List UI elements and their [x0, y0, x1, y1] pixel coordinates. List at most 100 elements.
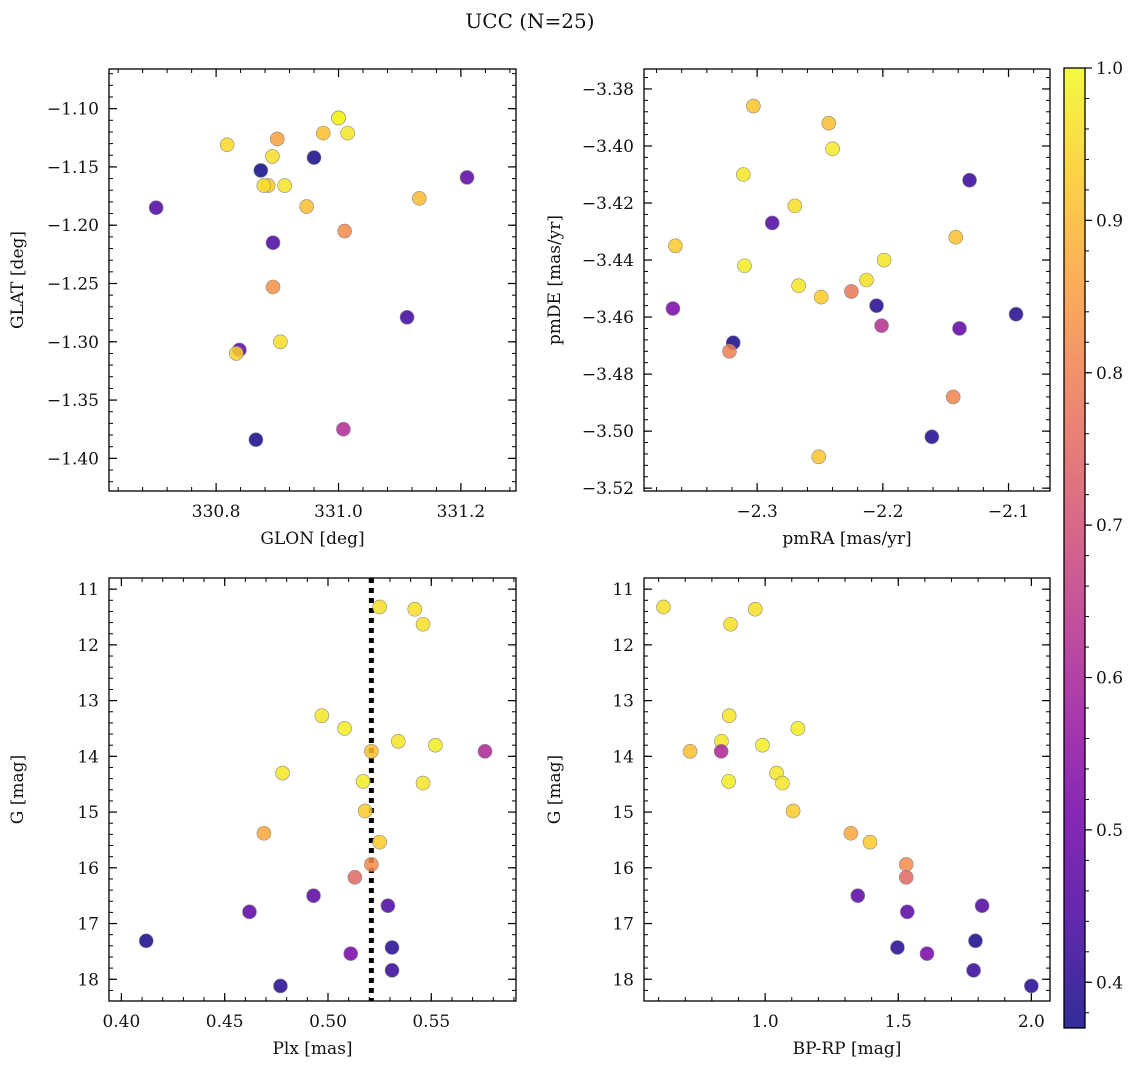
scatter-point	[138, 933, 154, 949]
x-axis-label: GLON [deg]	[260, 529, 364, 549]
axes-frame	[643, 577, 1051, 1002]
scatter-point	[357, 803, 373, 819]
scatter-point	[270, 131, 285, 147]
scatter-point	[859, 272, 874, 288]
scatter-points	[656, 599, 1039, 994]
scatter-point	[273, 978, 288, 994]
colorbar-tick-label: 0.6	[1096, 669, 1123, 689]
scatter-point	[275, 765, 290, 781]
x-tick-label: 0.50	[309, 1012, 347, 1032]
y-tick-label: 15	[612, 803, 634, 823]
scatter-point	[265, 149, 280, 164]
x-tick-label: 2.0	[1018, 1012, 1045, 1032]
y-tick-label: 18	[77, 970, 99, 990]
scatter-point	[256, 825, 272, 841]
x-tick-label: −2.3	[736, 502, 777, 522]
y-axis-label: G [mag]	[545, 755, 565, 824]
scatter-point	[1024, 978, 1039, 994]
scatter-point	[273, 334, 288, 350]
colorbar-tick-label: 0.8	[1096, 364, 1123, 384]
colorbar: 0.4 0.5 0.6 0.7 0.8 0.9 1.0	[1063, 59, 1123, 1029]
x-tick-label: 331.2	[437, 502, 486, 522]
scatter-point	[1008, 306, 1024, 322]
scatter-point	[919, 946, 935, 961]
scatter-point	[384, 940, 400, 955]
scatter-point	[253, 163, 269, 178]
scatter-point	[737, 258, 752, 274]
y-tick-label: 12	[612, 636, 634, 656]
y-tick-label: 11	[77, 580, 99, 600]
scatter-point	[411, 191, 427, 206]
colorbar-tick-label: 0.5	[1096, 821, 1123, 841]
panel-glon-glat: 330.8 331.0 331.2 −1.40 −1.35 −1.30 −1.25 −1.20…	[8, 68, 517, 549]
y-tick-label: 14	[612, 747, 634, 767]
scatter-point	[315, 125, 331, 141]
y-tick-label: 13	[77, 692, 99, 712]
scatter-point	[775, 775, 790, 791]
scatter-point	[219, 137, 235, 153]
x-tick-label: 0.40	[102, 1012, 140, 1032]
scatter-point	[900, 904, 915, 920]
scatter-point	[890, 940, 905, 955]
x-axis-label: Plx [mas]	[272, 1039, 352, 1059]
scatter-point	[898, 857, 914, 872]
y-tick-label: −3.50	[582, 422, 634, 442]
scatter-point	[656, 599, 671, 615]
scatter-point	[945, 389, 961, 405]
x-tick-label: −2.1	[988, 502, 1029, 522]
colorbar-tick-label: 0.4	[1096, 973, 1123, 993]
scatter-point	[869, 298, 884, 313]
y-tick-label: −1.35	[47, 391, 99, 411]
scatter-point	[384, 963, 400, 978]
scatter-point	[821, 115, 837, 131]
y-tick-label: 18	[612, 970, 634, 990]
scatter-point	[968, 933, 983, 949]
scatter-point	[952, 321, 967, 336]
scatter-point	[785, 803, 801, 819]
scatter-point	[407, 601, 423, 617]
scatter-point	[974, 898, 990, 913]
y-tick-label: −3.42	[582, 194, 634, 214]
scatter-point	[665, 301, 681, 316]
panels: 330.8 331.0 331.2 −1.40 −1.35 −1.30 −1.25 −1.20…	[8, 68, 1051, 1059]
scatter-point	[415, 775, 431, 791]
scatter-point	[813, 289, 829, 305]
scatter-point	[347, 869, 363, 885]
scatter-point	[876, 252, 892, 268]
scatter-point	[825, 141, 840, 157]
y-tick-label: −1.30	[47, 333, 99, 353]
scatter-point	[248, 432, 264, 448]
scatter-point	[265, 235, 281, 250]
y-tick-label: 13	[612, 692, 634, 712]
scatter-point	[372, 834, 387, 850]
scatter-point	[862, 834, 878, 850]
scatter-point	[668, 238, 683, 254]
y-tick-label: −1.40	[47, 449, 99, 469]
x-tick-label: 331.0	[314, 502, 363, 522]
scatter-point	[355, 774, 371, 789]
colorbar-tick-label: 0.7	[1096, 516, 1123, 536]
scatter-point	[380, 898, 396, 913]
y-axis-label: pmDE [mas/yr]	[545, 215, 565, 345]
x-tick-label: 0.45	[206, 1012, 244, 1032]
scatter-point	[747, 601, 763, 617]
scatter-point	[364, 857, 379, 872]
scatter-points	[138, 599, 493, 994]
scatter-point	[746, 98, 761, 114]
scatter-point	[337, 721, 352, 736]
y-tick-label: 16	[77, 859, 99, 879]
y-tick-label: 17	[612, 915, 634, 935]
scatter-point	[277, 178, 292, 193]
scatter-point	[722, 343, 737, 359]
scatter-point	[314, 708, 330, 723]
y-tick-label: −3.40	[582, 137, 634, 157]
scatter-point	[962, 172, 977, 188]
scatter-point	[736, 167, 751, 182]
scatter-point	[343, 946, 359, 961]
scatter-point	[242, 904, 257, 920]
axes-frame	[108, 68, 517, 492]
scatter-point	[713, 744, 729, 759]
scatter-point	[299, 199, 314, 214]
scatter-point	[256, 178, 272, 193]
